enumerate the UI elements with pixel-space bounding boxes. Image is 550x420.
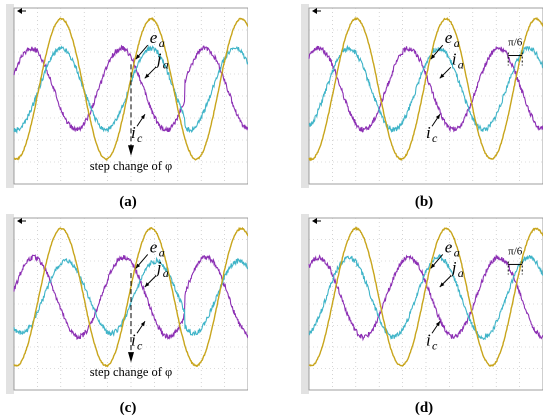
oscilloscope-panel-b: e a i a i c π/6: [301, 4, 543, 188]
ic-waveform: [13, 44, 248, 133]
ja-waveform: [308, 44, 543, 133]
label-ja-sub: a: [163, 266, 169, 280]
arrow-ic-head: [435, 114, 440, 120]
trigger-arrow: [312, 8, 317, 14]
ea-waveform: [13, 226, 248, 368]
label-ic: i: [426, 330, 431, 349]
oscilloscope-panel-c: e a j a i c step change of φ: [6, 214, 248, 394]
label-ic-sub: c: [137, 131, 143, 145]
caption-a: (a): [119, 194, 137, 210]
label-ea: e: [150, 28, 158, 47]
chart-a: e aj a i c step change of φ: [6, 4, 248, 188]
left-strip: [301, 4, 309, 188]
trigger-arrow: [312, 218, 317, 224]
label-ic: i: [131, 123, 136, 142]
step-change-arrowhead: [128, 145, 134, 156]
left-strip: [6, 4, 14, 188]
label-ja: j: [450, 258, 457, 277]
ea-waveform: [13, 17, 248, 161]
label-ea-sub: a: [454, 245, 460, 259]
ja-waveform: [13, 256, 248, 337]
label-ic-sub: c: [137, 338, 143, 352]
arrow-ea-head: [135, 54, 141, 60]
label-ic: i: [426, 123, 431, 142]
label-ea-sub: a: [159, 36, 165, 50]
label-ic-sub: c: [432, 131, 438, 145]
arrow-ic-head: [435, 321, 440, 327]
trigger-arrow: [17, 218, 22, 224]
label-ic-sub: c: [432, 338, 438, 352]
ea-waveform: [308, 16, 543, 162]
caption-d: (d): [414, 400, 434, 416]
phase-shift-label: π/6: [508, 37, 523, 49]
arrow-ic-head: [140, 321, 145, 327]
ea-waveform: [308, 226, 543, 368]
arrow-ea-head: [430, 54, 436, 60]
arrow-ea-head: [135, 263, 141, 269]
label-ea: e: [445, 237, 453, 256]
label-ja-sub: a: [163, 57, 169, 71]
ic-waveform: [13, 254, 248, 341]
chart-b: e ai ai cπ/6: [301, 4, 543, 188]
step-change-label: step change of φ: [90, 365, 173, 379]
oscilloscope-panel-d: e a j a i c π/6: [301, 214, 543, 394]
arrow-ic-head: [140, 114, 145, 120]
arrow-ja-head: [144, 282, 150, 288]
oscilloscope-panel-a: e a j a i c step change of φ: [6, 4, 248, 188]
ja-waveform: [308, 253, 543, 341]
label-ja: i: [452, 49, 457, 68]
trigger-arrow: [17, 8, 22, 14]
label-ea-sub: a: [159, 245, 165, 259]
label-ea: e: [445, 28, 453, 47]
label-ja-sub: a: [458, 57, 464, 71]
ic-waveform: [308, 254, 543, 342]
label-ic: i: [131, 330, 136, 349]
left-strip: [6, 214, 14, 394]
arrow-ja-head: [144, 73, 150, 79]
left-strip: [301, 214, 309, 394]
label-ja: j: [155, 49, 162, 68]
caption-c: (c): [119, 400, 137, 416]
label-ja-sub: a: [458, 266, 464, 280]
chart-c: e aj a i c step change of φ: [6, 214, 248, 394]
caption-b: (b): [414, 194, 434, 210]
label-ea: e: [150, 237, 158, 256]
arrow-ja-head: [439, 73, 445, 79]
step-change-arrowhead: [128, 352, 134, 363]
arrow-ja-head: [439, 282, 445, 288]
step-change-label: step change of φ: [90, 159, 173, 173]
label-ea-sub: a: [454, 36, 460, 50]
phase-shift-label: π/6: [508, 245, 523, 257]
chart-d: e aj a i c π/6: [301, 214, 543, 394]
arrow-ea-head: [430, 263, 436, 269]
label-ja: j: [155, 258, 162, 277]
